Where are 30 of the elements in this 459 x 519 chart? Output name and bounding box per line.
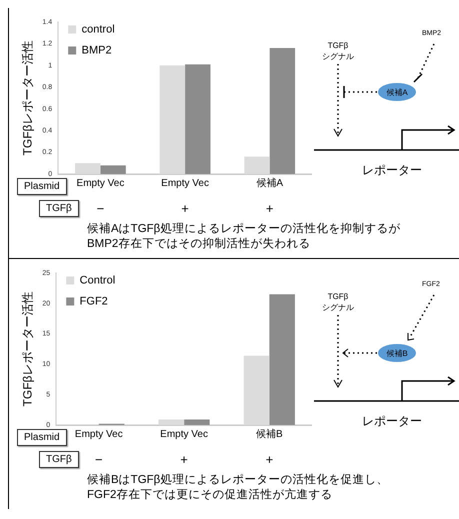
text: TGFβ シグナル: [321, 291, 355, 313]
text: TGFβ: [39, 451, 79, 468]
y-axis-title: TGFβレポーター活性: [20, 292, 35, 406]
x-tick-label: 候補B: [256, 428, 284, 440]
x-tick-label: Empty Vec: [160, 428, 208, 440]
y-axis-title: TGFβレポーター活性: [20, 40, 35, 156]
text: 候補AはTGFβ処理によるレポーターの活性化を抑制するが BMP2存在下ではその抑制活性が失われる: [87, 222, 400, 252]
ellipse-icon: 候補B: [378, 344, 416, 362]
x-tick-label: Empty Vec: [161, 178, 209, 189]
text: Plasmid: [17, 429, 67, 446]
text: +: [180, 201, 190, 216]
text: −: [96, 201, 106, 216]
text: +: [264, 452, 274, 467]
legend-label: BMP2: [82, 44, 112, 57]
x-tick-label: Empty Vec: [74, 428, 123, 440]
x-tick-label: 候補A: [256, 176, 284, 189]
legend-label: FGF2: [80, 296, 108, 308]
text: Plasmid: [17, 178, 67, 195]
text: −: [94, 452, 104, 467]
text: レポーター: [362, 162, 422, 179]
ellipse-icon: 候補A: [378, 83, 416, 101]
text: TGFβ シグナル: [321, 40, 355, 62]
text: レポーター: [362, 413, 422, 430]
legend-label: Control: [80, 274, 116, 287]
legend-label: control: [82, 24, 115, 36]
text: 候補BはTGFβ処理によるレポーターの活性化を促進し、 FGF2存在下では更にその促進活性が亢進する: [87, 473, 388, 503]
text: TGFβ: [39, 200, 79, 217]
x-tick-label: Empty Vec: [76, 178, 124, 189]
text: +: [179, 452, 189, 467]
text: +: [264, 201, 274, 216]
